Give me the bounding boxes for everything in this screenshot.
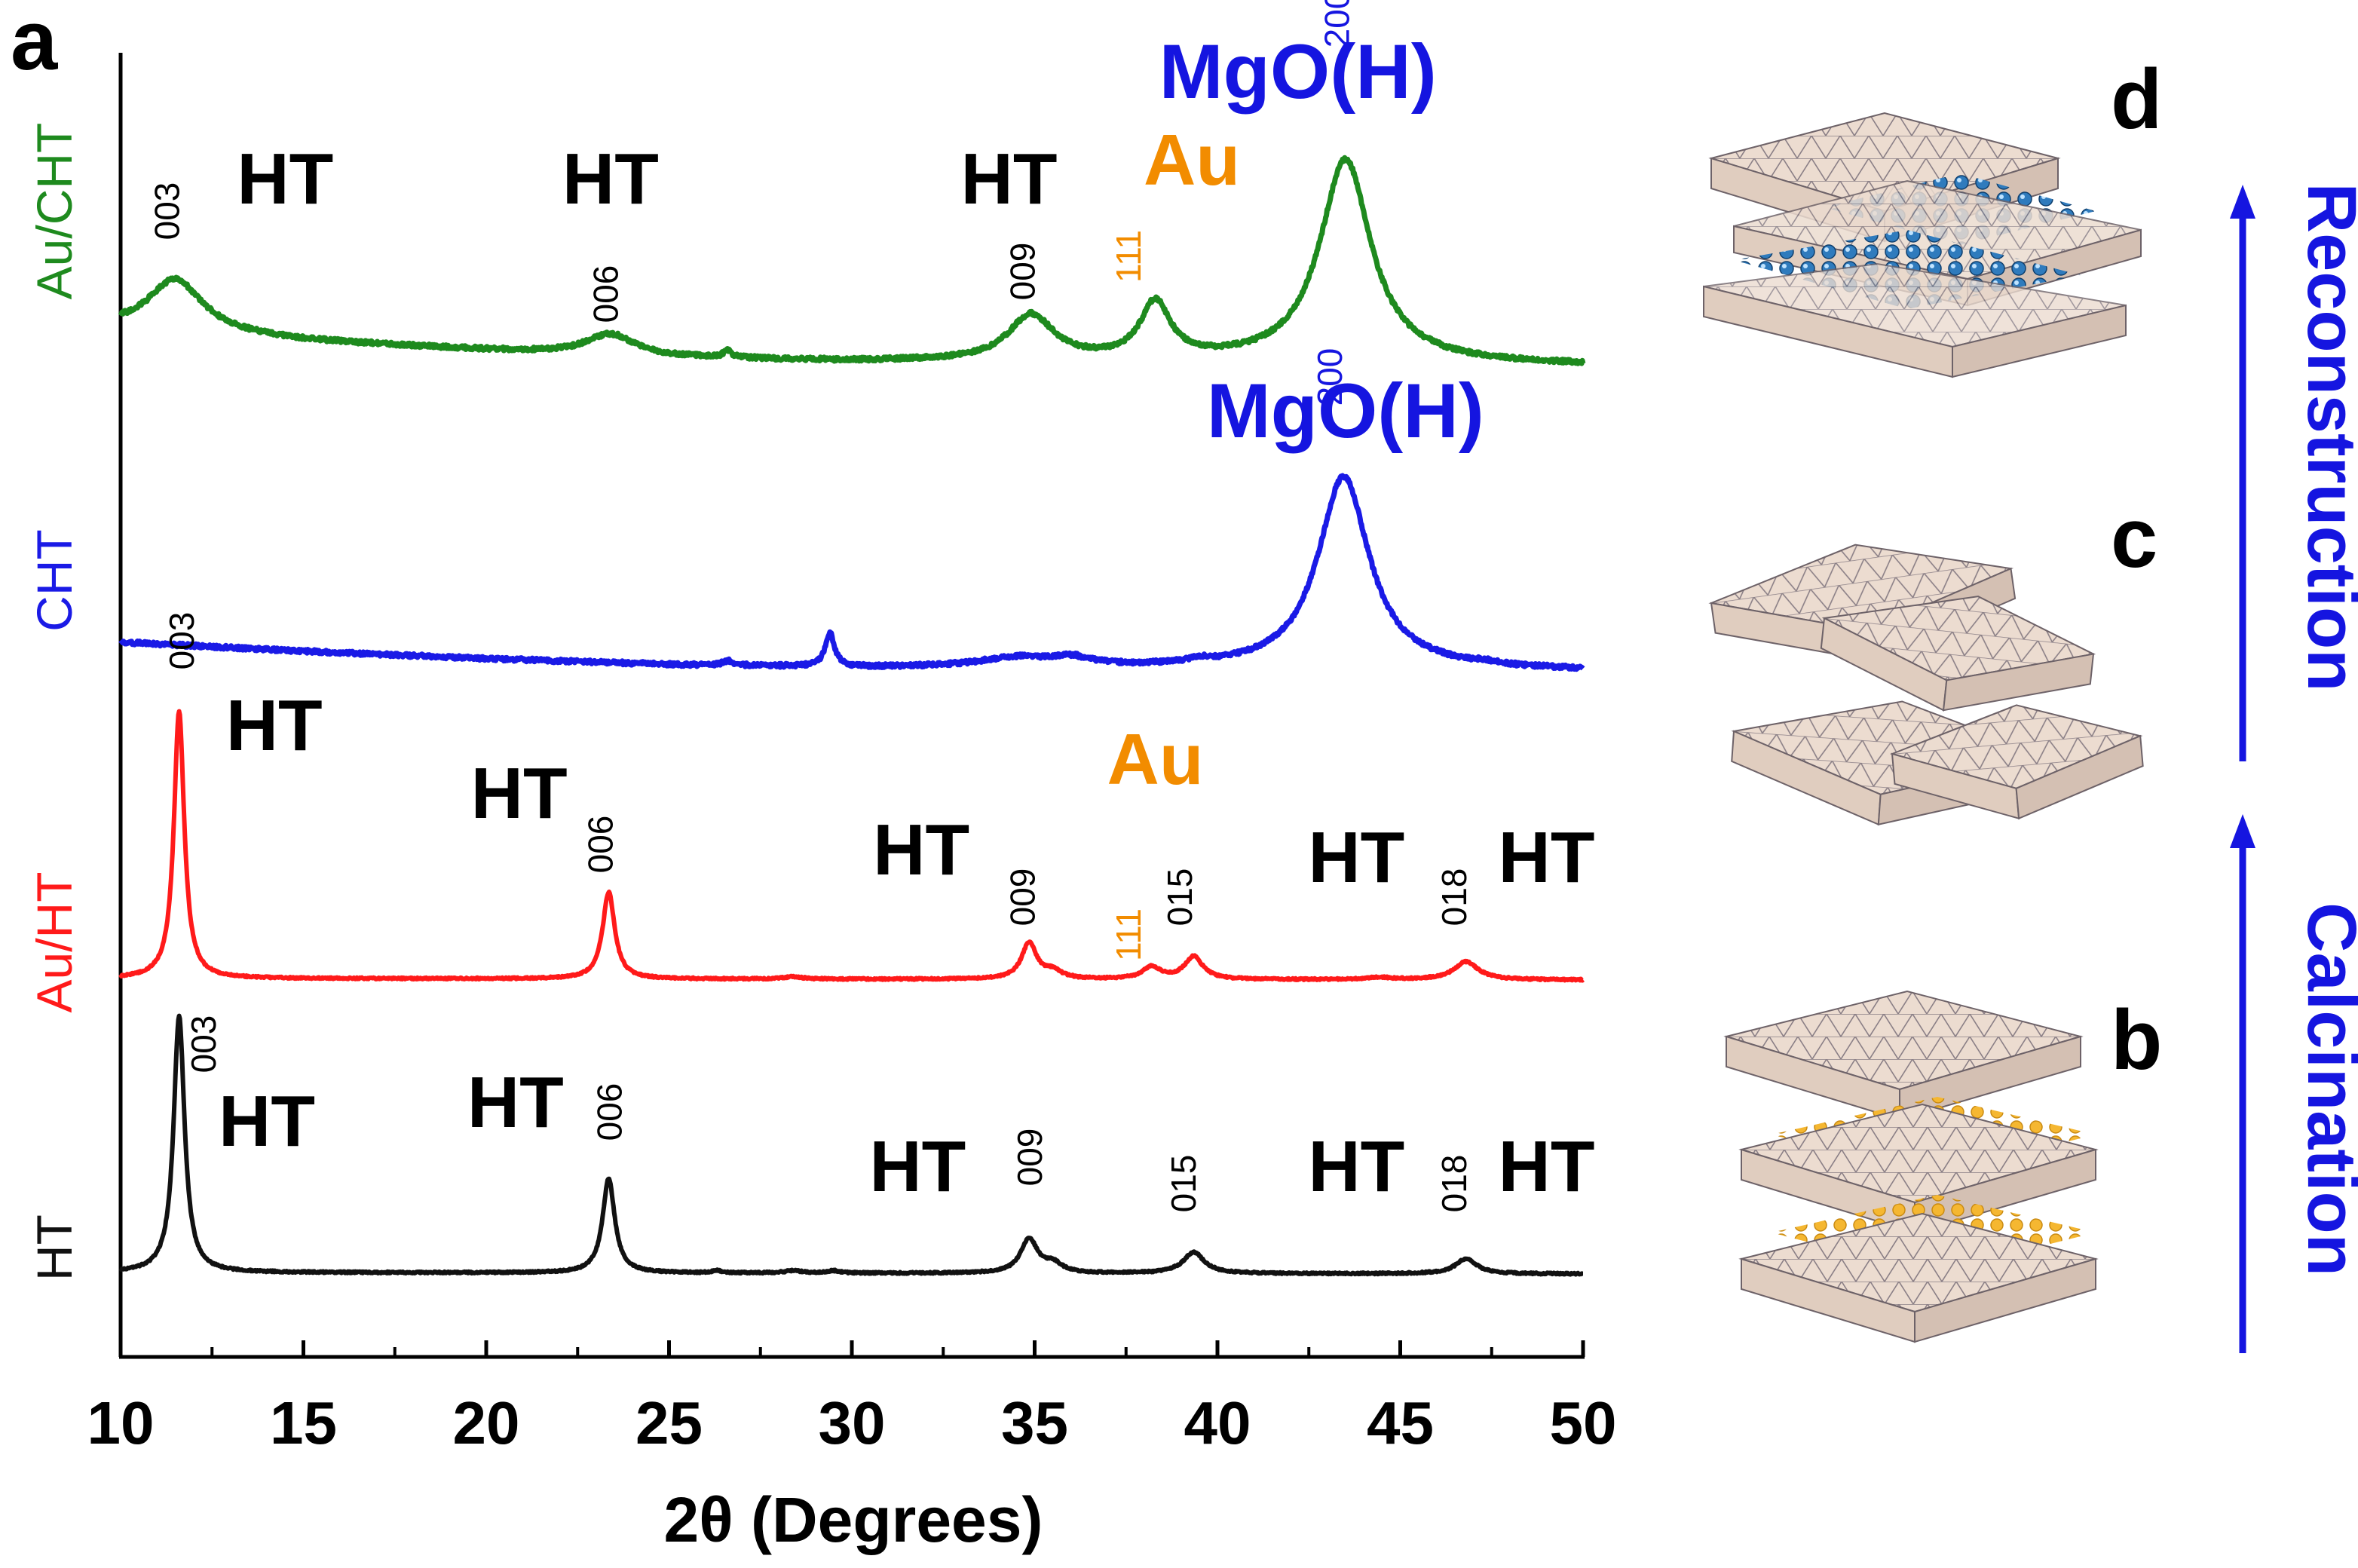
structure-c-cht: [1708, 544, 2144, 826]
slab-d-3: [1703, 262, 2127, 378]
trace-au-ht: [118, 709, 1585, 983]
x-tick-label-30: 30: [819, 1389, 886, 1456]
x-tick-label-20: 20: [453, 1389, 520, 1456]
annotation-ht-10: HT: [226, 685, 323, 766]
annotation-006-17: 006: [580, 816, 620, 874]
trace-cht: [118, 473, 1585, 672]
series-label-au-ht: Au/HT: [26, 871, 82, 1012]
annotation-006-25: 006: [586, 265, 626, 323]
calcination-label: Calcination: [2293, 902, 2358, 1276]
trace-ht: [118, 1013, 1585, 1277]
annotation-003-24: 003: [148, 182, 187, 240]
calcination-arrow: [2230, 814, 2255, 1353]
annotation-ht-1: HT: [467, 1062, 564, 1143]
trace-au-cht: [118, 155, 1586, 366]
panel-label-b: b: [2111, 993, 2162, 1087]
annotation-003-16: 003: [162, 612, 201, 670]
series-label-cht: CHT: [26, 529, 82, 632]
structure-d-au-cht: [1703, 112, 2142, 378]
annotation-ht-0: HT: [219, 1081, 315, 1162]
xrd-traces: [118, 155, 1586, 1277]
slab-c-2: [1820, 596, 2096, 712]
panel-label-a: a: [11, 0, 58, 87]
annotation-ht-30: HT: [562, 139, 659, 219]
annotation-ht-13: HT: [1308, 817, 1404, 898]
x-ticks: [118, 1340, 1585, 1357]
peak-annotations: HT HT HT HT HT 003 006 009 015 018 HT HT HT HT HT Au 003…: [148, 0, 1595, 1212]
structure-b-ht-gold: [1723, 990, 2099, 1343]
annotation-018-21: 018: [1435, 868, 1474, 926]
annotation-ht-12: HT: [873, 810, 969, 890]
x-tick-label-40: 40: [1184, 1389, 1251, 1456]
annotation-018-9: 018: [1435, 1155, 1474, 1213]
annotation-111-19: 111: [1109, 908, 1148, 961]
x-tick-label-10: 10: [87, 1389, 155, 1456]
slab-b-1: [1723, 990, 2084, 1121]
x-axis-label: 2θ (Degrees): [664, 1484, 1043, 1555]
annotation-003-5: 003: [184, 1015, 223, 1073]
annotation-009-18: 009: [1003, 868, 1043, 926]
annotation-ht-2: HT: [869, 1126, 966, 1207]
annotation-200-22: 200: [1310, 348, 1349, 406]
annotation-mgoh-33: MgO(H): [1159, 29, 1437, 115]
series-label-ht: HT: [26, 1214, 82, 1281]
x-tick-label-50: 50: [1550, 1389, 1617, 1456]
annotation-006-6: 006: [590, 1083, 629, 1141]
annotation-ht-31: HT: [961, 139, 1058, 219]
annotation-015-8: 015: [1164, 1155, 1203, 1213]
panel-label-d: d: [2111, 52, 2162, 146]
x-tick-label-45: 45: [1367, 1389, 1434, 1456]
annotation-ht-11: HT: [471, 753, 568, 834]
slab-b-3: [1738, 1212, 2099, 1343]
annotation-009-26: 009: [1003, 243, 1043, 301]
x-tick-label-25: 25: [635, 1389, 703, 1456]
series-label-au-cht: Au/CHT: [26, 123, 82, 300]
x-tick-label-35: 35: [1001, 1389, 1068, 1456]
slab-c-4: [1889, 704, 2144, 820]
annotation-au-15: Au: [1107, 719, 1204, 800]
reconstruction-label: Reconstruction: [2293, 183, 2358, 692]
reconstruction-arrow: [2230, 185, 2255, 761]
annotation-111-27: 111: [1109, 230, 1148, 283]
panel-label-c: c: [2111, 491, 2157, 585]
annotation-ht-4: HT: [1499, 1126, 1595, 1207]
annotation-mgoh-23: MgO(H): [1207, 368, 1484, 454]
x-tick-label-15: 15: [270, 1389, 337, 1456]
annotation-200-28: 200: [1318, 0, 1357, 47]
annotation-au-32: Au: [1144, 120, 1240, 201]
annotation-ht-3: HT: [1308, 1126, 1404, 1207]
x-tick-labels: 10 15 20 25 30 35 40 45 50: [87, 1389, 1617, 1456]
annotation-015-20: 015: [1160, 868, 1199, 926]
annotation-ht-29: HT: [237, 139, 333, 219]
annotation-009-7: 009: [1010, 1129, 1049, 1187]
annotation-ht-14: HT: [1499, 817, 1595, 898]
